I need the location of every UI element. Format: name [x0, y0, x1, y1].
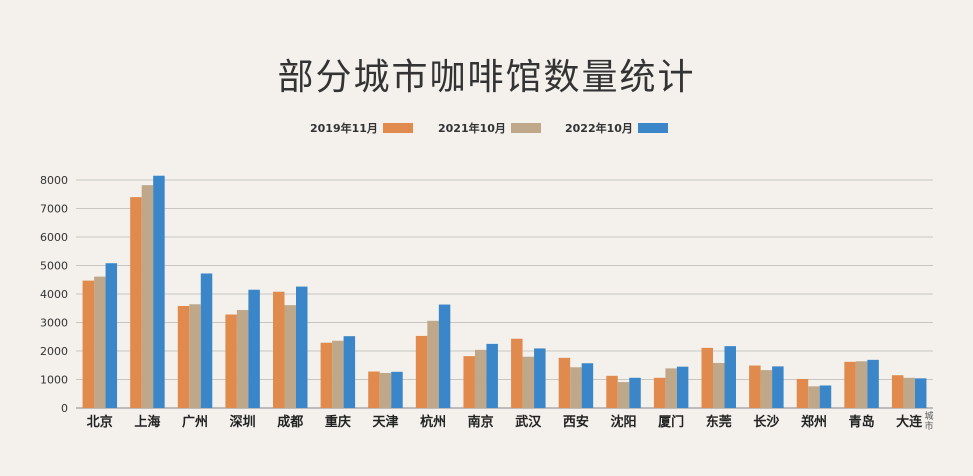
- bar: [867, 359, 879, 408]
- bar: [891, 375, 904, 408]
- bar: [713, 362, 725, 408]
- bar: [320, 342, 333, 408]
- x-tick-label: 西安: [563, 414, 589, 430]
- bar: [82, 280, 95, 408]
- legend-label-2019: 2019年11月: [310, 122, 378, 135]
- legend-label-2022: 2022年10月: [565, 122, 633, 135]
- y-tick-label: 5000: [40, 260, 68, 273]
- bar: [236, 309, 249, 408]
- bar: [676, 366, 689, 408]
- bar: [724, 346, 736, 408]
- x-tick-label: 沈阳: [611, 414, 637, 430]
- y-tick-label: 7000: [40, 203, 68, 216]
- bar: [105, 263, 118, 408]
- legend-item-2021: 2021年10月: [438, 120, 541, 136]
- x-tick-label: 厦门: [658, 414, 684, 430]
- bar: [617, 382, 630, 408]
- bar: [332, 340, 344, 408]
- bar: [558, 357, 571, 408]
- y-tick-label: 0: [61, 402, 68, 415]
- x-tick-label: 北京: [87, 414, 113, 430]
- bar: [200, 273, 213, 408]
- legend-label-2021: 2021年10月: [438, 122, 506, 135]
- x-tick-label: 大连: [896, 414, 923, 430]
- bar: [760, 370, 773, 408]
- bar: [749, 365, 761, 408]
- bar: [772, 366, 784, 408]
- bar: [701, 347, 713, 408]
- bar: [819, 385, 832, 408]
- x-tick-label: 南京: [468, 414, 494, 430]
- bar: [189, 304, 201, 408]
- bar: [438, 304, 451, 408]
- y-tick-label: 1000: [40, 374, 68, 387]
- y-tick-label: 4000: [40, 288, 68, 301]
- x-axis-label: 城市: [924, 412, 934, 432]
- y-tick-label: 8000: [40, 174, 68, 187]
- bar: [808, 386, 820, 408]
- bar: [914, 378, 927, 408]
- x-tick-label: 东莞: [706, 414, 732, 430]
- bar: [94, 276, 106, 408]
- bar: [511, 338, 523, 408]
- x-tick-label: 长沙: [753, 414, 779, 430]
- bar: [855, 361, 868, 408]
- bar: [343, 336, 356, 408]
- x-tick-label: 深圳: [230, 414, 256, 430]
- bar: [391, 371, 403, 408]
- x-tick-label: 青岛: [849, 414, 875, 430]
- bar: [474, 349, 487, 408]
- x-tick-label: 重庆: [325, 414, 351, 430]
- bar: [606, 375, 618, 408]
- x-tick-label: 郑州: [801, 414, 827, 430]
- y-tick-label: 3000: [40, 317, 68, 330]
- bar: [177, 305, 190, 408]
- x-tick-label: 武汉: [515, 414, 542, 430]
- legend-swatch-2022: [637, 123, 668, 133]
- bar: [581, 363, 594, 408]
- legend-item-2019: 2019年11月: [310, 120, 413, 136]
- bar: [284, 305, 296, 408]
- bar: [665, 368, 677, 408]
- bar: [522, 356, 535, 408]
- bar: [225, 314, 237, 408]
- chart-title: 部分城市咖啡馆数量统计: [277, 57, 696, 98]
- bar: [141, 185, 154, 408]
- bar: [486, 343, 498, 408]
- bar: [844, 361, 856, 408]
- bar: [463, 356, 475, 408]
- x-tick-label: 天津: [372, 414, 398, 430]
- bar: [248, 289, 260, 408]
- bar: [130, 197, 142, 408]
- bar: [534, 348, 546, 408]
- bar: [427, 320, 439, 408]
- bar: [415, 335, 428, 408]
- x-tick-label: 上海: [134, 414, 160, 430]
- bar: [796, 378, 809, 408]
- y-tick-label: 2000: [40, 345, 68, 358]
- bar: [273, 291, 285, 408]
- bar: [153, 175, 165, 408]
- bar: [903, 377, 915, 408]
- bar: [653, 377, 666, 408]
- bar: [570, 367, 582, 408]
- legend-swatch-2021: [510, 123, 541, 133]
- x-tick-label: 杭州: [420, 414, 446, 430]
- bar: [368, 371, 380, 408]
- legend-item-2022: 2022年10月: [565, 120, 668, 136]
- bar: [379, 372, 392, 408]
- bar: [629, 377, 641, 408]
- x-tick-label: 成都: [277, 414, 303, 430]
- legend-swatch-2019: [382, 123, 413, 133]
- x-tick-label: 广州: [182, 414, 208, 430]
- y-tick-label: 6000: [40, 231, 68, 244]
- legend: 2019年11月 2021年10月 2022年10月: [0, 120, 973, 136]
- bar: [296, 286, 308, 408]
